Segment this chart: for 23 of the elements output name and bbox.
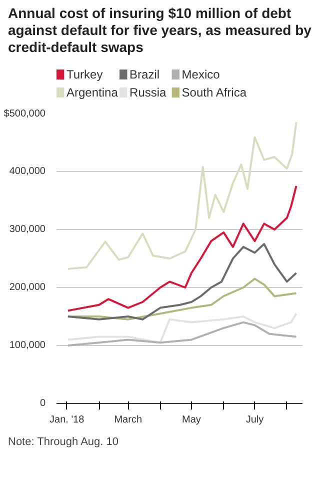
text: Note: Through Aug. 10: [8, 435, 118, 450]
y-tick-label: 400,000: [9, 166, 46, 178]
x-tick-label: March: [114, 414, 142, 426]
legend-label: Turkey: [66, 68, 103, 82]
legend-label: Argentina: [66, 86, 118, 100]
legend-label: Russia: [130, 86, 167, 100]
x-tick-label: May: [182, 414, 201, 426]
chart-title: Annual cost of insuring $10 million of debt against default for five years, as measured by credit-default swaps: [8, 5, 312, 56]
line-series: [66, 322, 298, 347]
y-tick-label: $500,000: [4, 108, 46, 120]
legend-label: Brazil: [130, 68, 160, 82]
x-tick-label: Jan. '18: [50, 414, 85, 426]
y-tick-label: 100,000: [9, 340, 46, 352]
y-tick-label: 200,000: [9, 282, 46, 294]
line-series: [66, 185, 298, 312]
legend-label: Mexico: [182, 68, 220, 82]
y-tick-label: 300,000: [9, 224, 46, 236]
line-series: [66, 243, 298, 321]
legend-label: South Africa: [182, 86, 247, 100]
x-tick-label: July: [246, 414, 264, 426]
line-series: [66, 122, 298, 270]
y-tick-label: 0: [40, 398, 46, 410]
line-series: [66, 312, 298, 344]
